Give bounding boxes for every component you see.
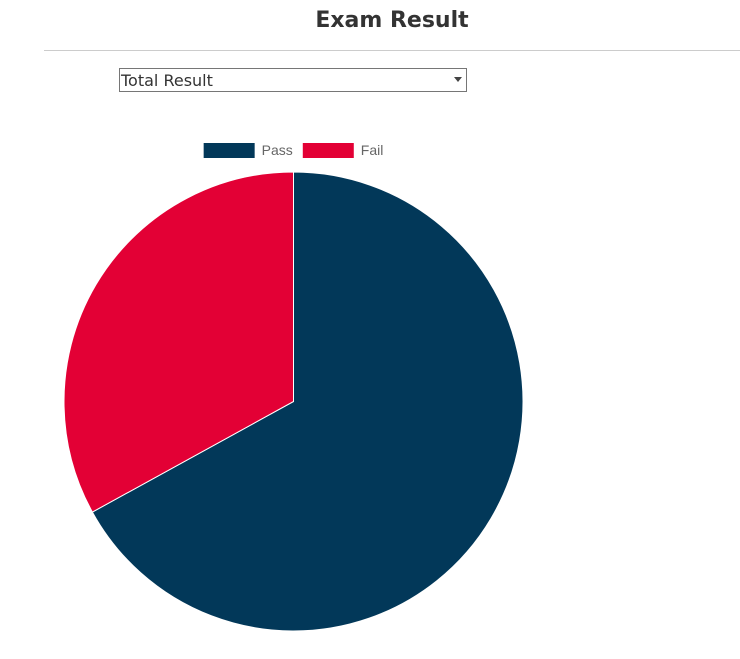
pie-slices — [63, 171, 524, 632]
legend-item-pass[interactable]: Pass — [203, 142, 293, 158]
result-filter-select[interactable]: Total Result — [119, 68, 467, 92]
legend-swatch-pass — [203, 143, 255, 158]
chart-legend: Pass Fail — [203, 142, 384, 158]
legend-label-pass: Pass — [262, 142, 293, 158]
legend-label-fail: Fail — [361, 142, 384, 158]
chevron-down-icon — [454, 77, 462, 82]
legend-swatch-fail — [302, 143, 354, 158]
pie-slice-fail[interactable] — [63, 171, 294, 513]
page-title: Exam Result — [315, 8, 469, 33]
result-filter-value: Total Result — [121, 71, 213, 90]
pie-slice-pass[interactable] — [91, 171, 524, 632]
title-divider — [44, 50, 740, 51]
legend-item-fail[interactable]: Fail — [302, 142, 384, 158]
